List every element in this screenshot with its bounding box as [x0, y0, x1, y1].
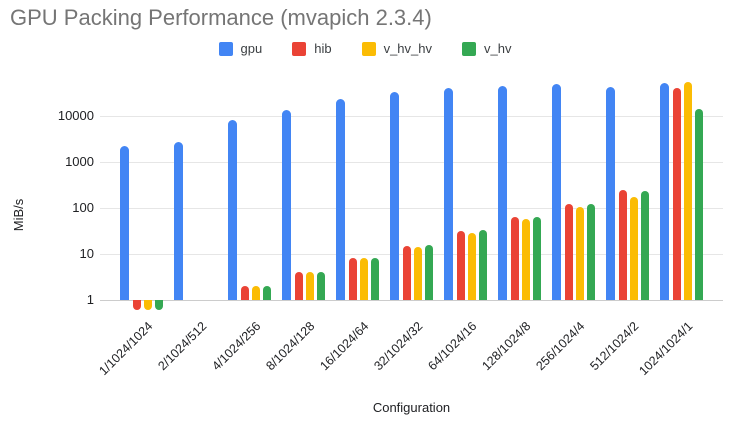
bar-hib[interactable]: [132, 300, 141, 311]
legend-swatch-icon: [292, 41, 307, 56]
legend-swatch-icon: [218, 41, 233, 56]
bar-hib[interactable]: [456, 230, 465, 300]
legend-swatch-icon: [361, 41, 376, 56]
legend: gpu hib v_hv_hv v_hv: [0, 41, 730, 56]
bar-v_hv[interactable]: [478, 230, 487, 300]
bar-v_hv_hv[interactable]: [305, 272, 314, 300]
bar-v_hv_hv[interactable]: [251, 286, 260, 300]
bar-hib[interactable]: [564, 203, 573, 300]
bar-v_hv_hv[interactable]: [521, 219, 530, 300]
bar-hib[interactable]: [672, 87, 681, 300]
bar-v_hv[interactable]: [316, 272, 325, 300]
y-axis-tick-label: 1000: [65, 154, 94, 169]
gridline: [100, 162, 723, 163]
bar-hib[interactable]: [510, 216, 519, 300]
bar-gpu[interactable]: [390, 91, 399, 300]
legend-label: hib: [314, 41, 332, 56]
gridline: [100, 300, 723, 301]
bar-v_hv_hv[interactable]: [359, 258, 368, 300]
bar-gpu[interactable]: [498, 85, 507, 300]
bar-hib[interactable]: [348, 258, 357, 300]
x-axis-tick-label: 1/1024/1024: [96, 319, 156, 379]
x-axis-tick-label: 16/1024/64: [317, 319, 372, 374]
bar-gpu[interactable]: [174, 142, 183, 300]
legend-swatch-icon: [462, 41, 476, 56]
x-axis-title: Configuration: [372, 400, 451, 415]
bar-v_hv_hv[interactable]: [629, 197, 638, 300]
bar-v_hv[interactable]: [586, 203, 595, 300]
chart-title: GPU Packing Performance (mvapich 2.3.4): [10, 5, 432, 30]
bar-gpu[interactable]: [228, 119, 237, 300]
y-axis-tick-label: 1: [86, 292, 94, 307]
bar-v_hv_hv[interactable]: [413, 247, 422, 300]
bar-v_hv_hv[interactable]: [575, 207, 584, 300]
y-axis-tick-label: 10: [79, 246, 94, 261]
bar-gpu[interactable]: [552, 83, 561, 300]
bar-hib[interactable]: [402, 245, 411, 300]
bar-v_hv[interactable]: [640, 190, 649, 300]
bar-gpu[interactable]: [336, 99, 345, 300]
bar-v_hv[interactable]: [694, 109, 703, 300]
x-axis-tick-label: 256/1024/4: [533, 319, 588, 374]
legend-label: v_hv: [484, 41, 512, 56]
plot-area: [100, 80, 723, 313]
bar-gpu[interactable]: [606, 86, 615, 300]
legend-label: v_hv_hv: [383, 41, 432, 56]
y-axis-title: MiB/s: [11, 198, 26, 232]
x-axis-tick-label: 64/1024/16: [425, 319, 480, 374]
gridline: [100, 116, 723, 117]
legend-label: gpu: [240, 41, 263, 56]
bar-v_hv[interactable]: [262, 286, 271, 300]
x-axis-tick-label: 1024/1024/1: [636, 319, 696, 379]
y-axis-tick-label: 100: [72, 200, 94, 215]
x-axis-tick-label: 128/1024/8: [479, 319, 534, 374]
legend-item-v_hv_hv[interactable]: v_hv_hv: [361, 41, 432, 56]
legend-item-v_hv[interactable]: v_hv: [462, 41, 511, 56]
bar-v_hv_hv[interactable]: [143, 300, 152, 311]
x-axis-tick-label: 512/1024/2: [587, 319, 642, 374]
bar-v_hv[interactable]: [370, 258, 379, 300]
legend-item-gpu[interactable]: gpu: [218, 41, 263, 56]
bar-v_hv_hv[interactable]: [467, 233, 476, 300]
bar-v_hv_hv[interactable]: [683, 82, 692, 300]
bar-gpu[interactable]: [282, 110, 291, 300]
y-axis-tick-label: 10000: [57, 108, 94, 123]
gridline: [100, 254, 723, 255]
x-axis-tick-label: 4/1024/256: [209, 319, 264, 374]
bar-gpu[interactable]: [660, 83, 669, 300]
bar-hib[interactable]: [294, 272, 303, 300]
gridline: [100, 208, 723, 209]
bar-gpu[interactable]: [444, 87, 453, 300]
bar-v_hv[interactable]: [154, 300, 163, 311]
bar-gpu[interactable]: [120, 146, 129, 300]
legend-item-hib[interactable]: hib: [292, 41, 332, 56]
x-axis-tick-label: 32/1024/32: [371, 319, 426, 374]
bar-hib[interactable]: [240, 286, 249, 300]
bar-v_hv[interactable]: [424, 244, 433, 300]
bar-hib[interactable]: [618, 189, 627, 300]
bar-v_hv[interactable]: [532, 216, 541, 300]
x-axis-tick-label: 8/1024/128: [263, 319, 318, 374]
x-axis-tick-label: 2/1024/512: [155, 319, 210, 374]
